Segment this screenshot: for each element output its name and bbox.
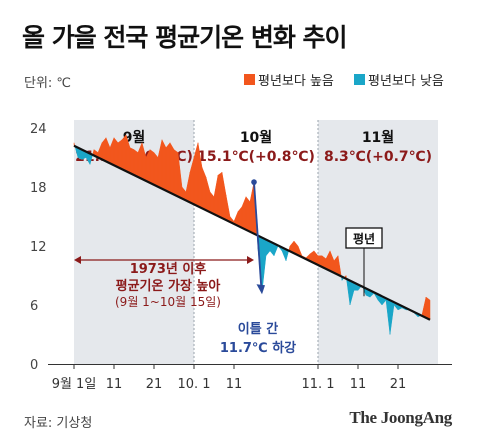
above-normal-area [193, 142, 199, 207]
y-tick-label: 18 [30, 181, 47, 196]
above-normal-area [221, 172, 227, 221]
above-normal-area [165, 142, 171, 193]
normal-line [73, 144, 431, 321]
above-normal-area [117, 139, 123, 170]
record-note-line1: 1973년 이후 [130, 261, 207, 277]
above-normal-area [121, 134, 127, 172]
x-tick-label: 21 [146, 377, 163, 392]
x-tick-label: 11 [106, 377, 123, 392]
legend-below: 평년보다 낮음 [354, 70, 444, 89]
month-name-2: 10월 [240, 129, 272, 146]
x-tick-label: 11 [350, 377, 367, 392]
above-normal-area [237, 205, 243, 229]
month-name-3: 11월 [362, 129, 394, 146]
record-note-line3: (9월 1~10월 15일) [115, 295, 221, 309]
x-tick-label: 9월 1일 [52, 377, 97, 392]
drop-arrow-line [253, 182, 263, 287]
below-normal-area [261, 237, 267, 293]
above-normal-area [169, 141, 175, 196]
month-value-3: 8.3℃(+0.7℃) [324, 149, 432, 165]
temperature-chart: 9월21.3℃(+0.8℃)10월15.1℃(+0.8℃)11월8.3℃(+0.… [30, 120, 452, 392]
above-normal-area [173, 149, 179, 197]
normal-label: 평년 [353, 232, 375, 246]
brand-logo: The JoongAng [349, 408, 452, 427]
above-normal-area [425, 296, 431, 321]
month-value-2: 15.1℃(+0.8℃) [197, 149, 315, 165]
above-normal-area [201, 167, 207, 211]
x-tick-label: 10. 1 [177, 377, 210, 392]
x-tick-label: 11 [226, 377, 243, 392]
above-normal-area [205, 177, 211, 213]
above-normal-area [129, 147, 135, 176]
legend-swatch-above [244, 74, 255, 85]
drop-note-line1: 이틀 간 [238, 321, 278, 337]
source-label: 자료: 기상청 [24, 416, 93, 431]
legend-swatch-below [354, 74, 365, 85]
x-tick-label: 21 [390, 377, 407, 392]
above-normal-area [225, 194, 231, 223]
above-normal-area [209, 191, 215, 215]
above-normal-area [213, 175, 219, 217]
y-tick-label: 12 [30, 240, 47, 255]
above-normal-area [161, 139, 167, 192]
above-normal-area [217, 171, 223, 219]
y-tick-label: 0 [30, 358, 38, 373]
legend-label-above: 평년보다 높음 [258, 74, 334, 89]
record-note-line2: 평균기온 가장 높아 [116, 278, 221, 294]
legend-above: 평년보다 높음 [244, 70, 334, 89]
page-title: 올 가을 전국 평균기온 변화 추이 [22, 23, 348, 52]
y-tick-label: 6 [30, 299, 38, 314]
record-arrow-right-head [247, 256, 254, 264]
legend-label-below: 평년보다 낮음 [368, 74, 444, 89]
x-tick-label: 11. 1 [301, 377, 334, 392]
unit-label: 단위: ℃ [24, 76, 72, 91]
above-normal-area [241, 196, 247, 231]
record-arrow-left-head [74, 256, 81, 264]
above-normal-area [133, 149, 139, 178]
above-normal-area [249, 182, 255, 235]
above-normal-area [113, 137, 119, 168]
y-tick-label: 24 [30, 122, 47, 137]
drop-start-dot [251, 179, 257, 185]
drop-note-line2: 11.7℃ 하강 [220, 340, 296, 356]
above-normal-area [245, 196, 251, 233]
drop-arrow-head [256, 284, 265, 295]
above-normal-area [149, 149, 155, 186]
above-normal-area [153, 151, 159, 188]
